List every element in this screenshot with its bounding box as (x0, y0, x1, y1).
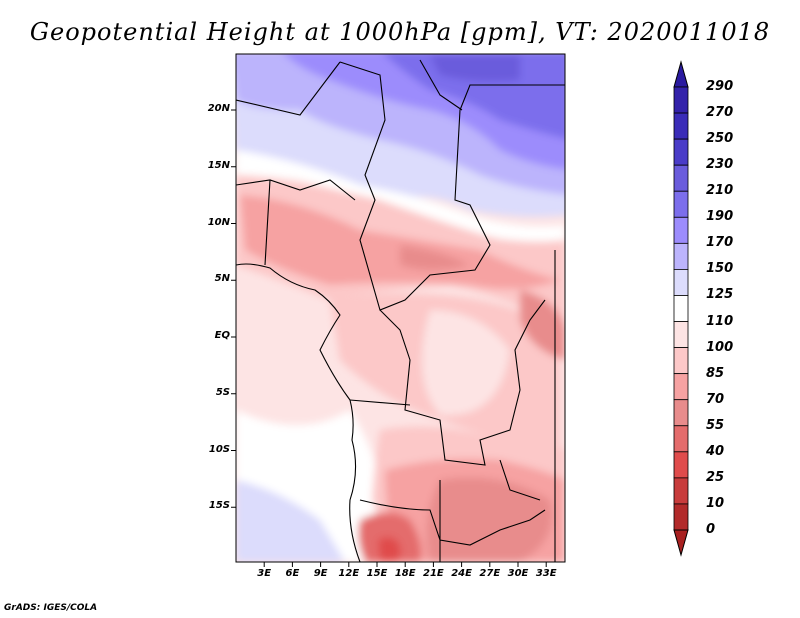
colorbar-label: 110 (706, 313, 734, 329)
colorbar-segment (673, 451, 689, 479)
colorbar-label: 125 (706, 287, 734, 303)
colorbar-segment (673, 216, 689, 244)
colorbar-segment (673, 373, 689, 401)
colorbar-segment (673, 86, 689, 114)
colorbar-label: 250 (706, 131, 734, 147)
colorbar-segment (673, 425, 689, 453)
colorbar-label: 190 (706, 209, 734, 225)
colorbar-label: 25 (706, 469, 725, 485)
colorbar-label: 290 (706, 79, 734, 94)
lon-tick-label: 21E (423, 568, 444, 579)
colorbar (673, 60, 689, 557)
colorbar-segment (673, 190, 689, 218)
colorbar-segment (673, 295, 689, 322)
lon-tick-label: 9E (313, 568, 328, 579)
colorbar-label: 150 (706, 261, 734, 277)
colorbar-max-arrow (673, 60, 689, 88)
lat-tick-label: 5S (215, 386, 230, 398)
colorbar-label: 85 (706, 365, 725, 381)
lon-tick-label: 15E (366, 568, 388, 579)
colorbar-segment (673, 269, 689, 296)
lat-tick-label: 20N (207, 103, 230, 114)
country-borders (236, 59, 565, 562)
colorbar-label: 40 (706, 443, 725, 459)
lon-tick-label: 27E (479, 568, 501, 579)
colorbar-label: 210 (706, 183, 734, 199)
lat-tick-label: EQ (214, 330, 230, 341)
colorbar-segment (673, 347, 689, 375)
shaded-field (236, 54, 565, 562)
colorbar-segment (673, 477, 689, 505)
colorbar-segment (673, 321, 689, 348)
colorbar-segment (673, 138, 689, 166)
lat-tick-label: 5N (214, 273, 230, 285)
colorbar-label: 70 (706, 391, 725, 407)
colorbar-segment (673, 503, 689, 531)
lon-tick-label: 3E (257, 568, 272, 579)
colorbar-segment (673, 242, 689, 270)
colorbar-label: 55 (706, 417, 725, 433)
lat-tick-label: 10S (208, 443, 230, 455)
lat-tick-label: 15N (207, 159, 230, 171)
colorbar-label: 270 (706, 105, 734, 121)
lon-tick-label: 33E (535, 568, 557, 579)
lon-tick-label: 18E (394, 568, 416, 579)
grads-credit: GrADS: IGES/COLA (4, 603, 98, 613)
lon-tick-label: 6E (285, 568, 300, 579)
colorbar-label: 230 (706, 157, 734, 173)
lon-tick-label: 24E (451, 568, 472, 579)
colorbar-segment (673, 164, 689, 192)
lon-tick-label: 12E (338, 568, 360, 579)
colorbar-label: 10 (706, 495, 725, 511)
plot-title: Geopotential Height at 1000hPa [gpm], VT… (29, 18, 771, 46)
lat-tick-label: 15S (208, 500, 230, 512)
colorbar-label: 0 (706, 522, 716, 537)
colorbar-label: 100 (706, 339, 734, 355)
colorbar-segment (673, 112, 689, 140)
colorbar-segment (673, 399, 689, 427)
lon-tick-label: 30E (507, 568, 529, 579)
colorbar-min-arrow (673, 529, 689, 557)
lat-tick-label: 10N (207, 216, 230, 228)
colorbar-label: 170 (706, 235, 734, 251)
plot-frame (235, 53, 566, 563)
